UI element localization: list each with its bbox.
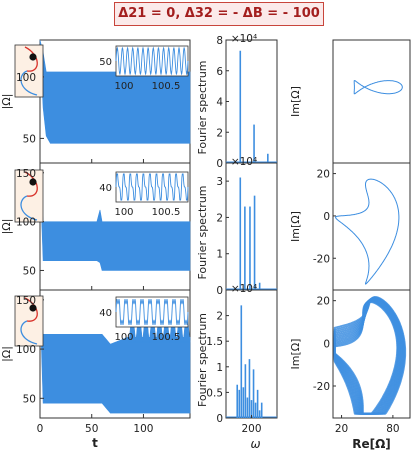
potential-curve-upper (24, 46, 38, 72)
phase-panel-3 (332, 289, 411, 419)
phase-frame (332, 39, 411, 164)
y-tick-label: 150 (16, 295, 36, 307)
spectrum-panel-1 (225, 39, 278, 164)
y-tick-label: 20 (317, 169, 330, 181)
y-tick-label: 1 (216, 249, 223, 261)
y-tick-label: 2 (216, 127, 223, 139)
potential-curve-upper (24, 171, 38, 197)
potential-curve-lower (20, 70, 38, 96)
y-tick-label: 50 (23, 265, 36, 277)
potential-curve-lower (20, 195, 38, 221)
figure-title-badge: Δ21 = 0, Δ32 = - ΔB = - 100 (114, 2, 324, 26)
y-axis-label: Fourier spectrum (196, 60, 209, 154)
zoom-inset-x-tick-label: 100.5 (152, 332, 181, 343)
spectrum-exponent: ×10⁴ (231, 33, 257, 45)
time-series-envelope (39, 299, 191, 414)
y-tick-label: 20 (317, 296, 330, 308)
y-tick-label: 50 (23, 133, 36, 145)
phase-orbit (353, 80, 403, 95)
y-tick-label: 0 (216, 158, 223, 170)
y-tick-label: -20 (313, 253, 330, 265)
phase-orbit-band (333, 296, 407, 415)
y-tick-label: 4 (216, 97, 223, 109)
y-tick-label: 0.5 (206, 387, 223, 399)
y-tick-label: 100 (16, 217, 36, 229)
y-tick-label: 100 (16, 344, 36, 356)
time-series-panel-3 (14, 289, 191, 419)
zoom-inset-y-tick-label: 40 (99, 308, 112, 319)
state-dot (29, 178, 37, 186)
phase-orbit-band (333, 296, 406, 415)
spectrum-panel-2 (225, 162, 278, 291)
y-tick-label: 50 (23, 393, 36, 405)
time-series-envelope (39, 39, 191, 144)
y-axis-label: Fourier spectrum (196, 313, 209, 407)
zoom-inset-x-tick-label: 100.5 (152, 81, 181, 92)
y-tick-label: 3 (216, 176, 223, 188)
y-tick-label: 0 (323, 338, 330, 350)
time-series-envelope (39, 172, 191, 271)
zoom-inset-y-tick-label: 40 (99, 183, 112, 194)
spectrum-frame (225, 289, 278, 419)
y-tick-label: -20 (313, 381, 330, 393)
y-tick-label: 0 (216, 413, 223, 425)
zoom-inset-x-tick-label: 100.5 (152, 207, 181, 218)
zoom-inset-y-tick-label: 50 (99, 57, 112, 68)
y-tick-label: 2 (216, 311, 223, 323)
zoom-inset-x-tick-label: 100 (114, 81, 133, 92)
spectrum-frame (225, 162, 278, 291)
x-tick-label: 80 (386, 423, 399, 435)
y-tick-label: 0 (216, 285, 223, 297)
spectrum-exponent: ×10⁴ (231, 283, 257, 295)
potential-curve-lower (20, 320, 38, 345)
y-tick-label: 100 (16, 72, 36, 84)
phase-frame (332, 289, 411, 419)
y-tick-label: 6 (216, 66, 223, 78)
y-tick-label: 8 (216, 35, 223, 47)
x-tick-label: 100 (133, 423, 153, 435)
y-tick-label: 2 (216, 212, 223, 224)
y-tick-label: 0 (323, 211, 330, 223)
phase-panel-1 (332, 39, 411, 164)
phase-orbit (335, 178, 400, 285)
y-tick-label: 1 (216, 362, 223, 374)
y-tick-label: 150 (16, 168, 36, 180)
y-axis-label: Im[Ω] (289, 211, 302, 242)
y-axis-label: |Ω| (0, 219, 13, 235)
zoom-inset-line (115, 46, 189, 76)
y-tick-label: 1.5 (206, 336, 223, 348)
zoom-inset-x-tick-label: 100 (114, 332, 133, 343)
zoom-inset-x-tick-label: 100 (114, 207, 133, 218)
potential-inset-frame (14, 169, 44, 223)
figure-title: Δ21 = 0, Δ32 = - ΔB = - 100 (118, 6, 320, 21)
state-dot (29, 304, 37, 312)
spectrum-panel-3 (225, 289, 278, 419)
time-series-panel-1 (14, 39, 191, 164)
x-tick-label: 0 (37, 423, 44, 435)
y-axis-label: |Ω| (0, 346, 13, 362)
spectrum-exponent: ×10⁴ (231, 156, 257, 168)
phase-panel-2 (332, 162, 411, 291)
zoom-inset-line (115, 173, 189, 201)
x-tick-label: 20 (335, 423, 348, 435)
y-axis-label: Im[Ω] (289, 86, 302, 117)
y-axis-label: |Ω| (0, 94, 13, 110)
potential-curve-upper (24, 297, 38, 322)
x-tick-label: 50 (85, 423, 98, 435)
zoom-inset-line (115, 299, 189, 325)
x-axis-label: t (92, 436, 98, 450)
spectrum-frame (225, 39, 278, 164)
y-axis-label: Im[Ω] (289, 339, 302, 370)
state-dot (29, 53, 37, 61)
x-axis-label: ω (250, 437, 260, 451)
x-tick-label: 200 (241, 423, 261, 435)
y-axis-label: Fourier spectrum (196, 185, 209, 279)
x-axis-label: Re[Ω] (352, 437, 391, 451)
